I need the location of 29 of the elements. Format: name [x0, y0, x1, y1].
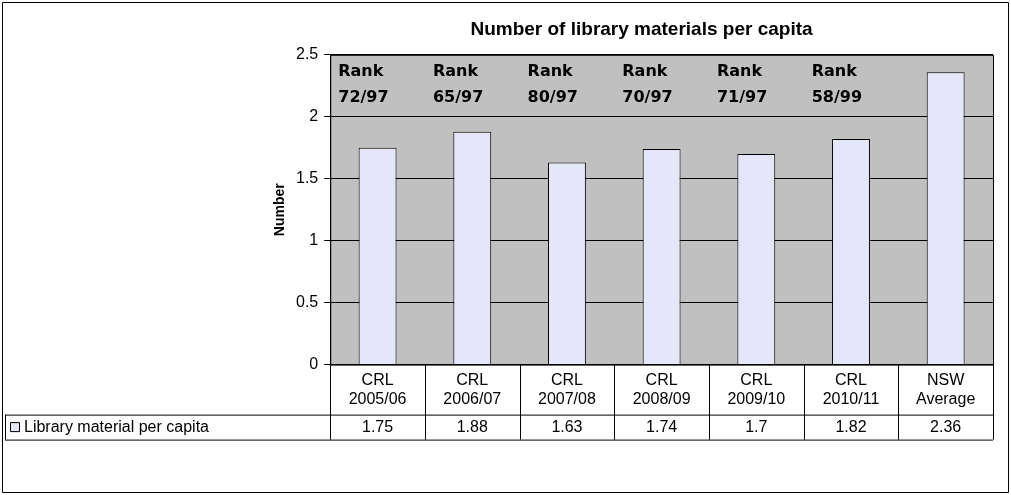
y-tick-label: 1 [309, 231, 319, 249]
y-tick-label: 1.5 [295, 169, 319, 187]
y-tick-label: 2 [309, 107, 319, 125]
annotation: Rank 58/99 [811, 60, 863, 106]
x-tick-label: CRL 2007/08 [538, 370, 596, 407]
data-label: 1.88 [456, 417, 488, 435]
annotation: Rank 71/97 [716, 60, 768, 106]
annotation: Rank 70/97 [622, 60, 673, 106]
annotation: Rank 80/97 [527, 60, 578, 106]
legend-label: Library material per capita [24, 417, 210, 435]
y-tick-label: 0 [309, 355, 319, 373]
chart-title: Number of library materials per capita [470, 17, 813, 39]
y-tick-label: 0.5 [295, 293, 319, 311]
data-label: 1.82 [835, 417, 867, 435]
data-label: 1.7 [745, 417, 768, 435]
y-axis-title: Number [271, 182, 288, 237]
y-tick-label: 2.5 [295, 45, 319, 63]
x-tick-label: CRL 2008/09 [632, 370, 691, 407]
x-tick-label: CRL 2009/10 [727, 370, 786, 407]
data-label: 1.74 [646, 417, 678, 435]
x-tick-label: CRL 2006/07 [443, 370, 502, 407]
data-label: 1.75 [362, 417, 394, 435]
x-tick-label: CRL 2010/11 [822, 370, 880, 407]
data-label: 1.63 [551, 417, 583, 435]
annotation: Rank 72/97 [338, 60, 389, 106]
annotation: Rank 65/97 [432, 60, 484, 106]
data-label: 2.36 [930, 417, 962, 435]
x-tick-label: NSW Average [916, 370, 976, 407]
x-tick-label: CRL 2005/06 [348, 370, 407, 407]
